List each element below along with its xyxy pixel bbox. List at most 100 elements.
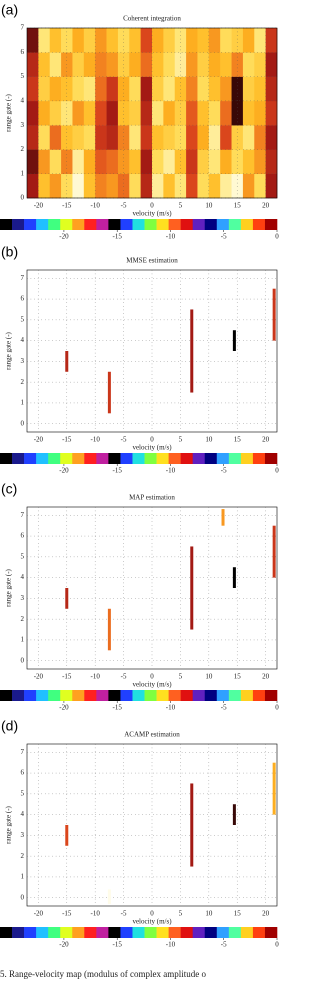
colorbar-stripe xyxy=(240,453,254,464)
x-tick-label: 0 xyxy=(150,673,154,681)
colorbar-stripe xyxy=(192,927,206,938)
colorbar-stripe xyxy=(0,927,13,938)
heatmap-cell xyxy=(129,173,141,199)
x-axis-label: velocity (m/s) xyxy=(132,210,172,218)
x-tick-label: 0 xyxy=(150,202,154,210)
heatmap-cell xyxy=(129,52,141,77)
colorbar-stripe xyxy=(180,927,193,938)
range-segment xyxy=(65,351,69,372)
x-tick-label: 15 xyxy=(234,436,242,444)
heatmap-cell xyxy=(117,28,130,53)
heatmap-cell xyxy=(49,28,62,53)
heatmap-cell xyxy=(208,100,221,126)
colorbar-tick-label: -10 xyxy=(166,233,176,241)
colorbar-stripe xyxy=(72,690,85,701)
heatmap-cell xyxy=(208,76,221,102)
heatmap-cell xyxy=(27,28,39,53)
heatmap-cell xyxy=(72,149,85,175)
heatmap-cell xyxy=(197,100,210,126)
heatmap-cell xyxy=(231,28,244,53)
y-tick-label: 3 xyxy=(21,121,25,129)
heatmap-cell xyxy=(197,52,210,77)
colorbar-stripe xyxy=(156,927,169,938)
y-tick-label: 0 xyxy=(21,419,25,427)
colorbar-stripe xyxy=(180,219,193,230)
heatmap-cell xyxy=(140,125,153,150)
colorbar-stripe xyxy=(204,219,218,230)
x-tick-label: -15 xyxy=(62,673,72,681)
heatmap-cell xyxy=(208,125,221,150)
colorbar-stripe xyxy=(192,453,206,464)
heatmap-cell xyxy=(106,52,119,77)
range-segment xyxy=(107,371,111,414)
heatmap-cell xyxy=(27,173,39,199)
heatmap-cell xyxy=(231,173,244,199)
y-tick-label: 4 xyxy=(21,96,25,104)
y-tick-label: 6 xyxy=(21,48,25,56)
colorbar-stripe xyxy=(84,453,97,464)
heatmap-cell xyxy=(254,76,266,102)
colorbar-stripe xyxy=(204,927,218,938)
colorbar-stripe xyxy=(96,927,109,938)
colorbar-tick-label: -15 xyxy=(113,467,123,475)
heatmap-cell xyxy=(208,52,221,77)
colorbar-stripe xyxy=(252,219,266,230)
colorbar-stripe xyxy=(24,927,37,938)
colorbar-tick-label: -5 xyxy=(221,941,227,949)
heatmap-cell xyxy=(254,173,266,199)
heatmap-cell xyxy=(152,76,164,102)
colorbar-tick-label: -20 xyxy=(59,704,69,712)
x-tick-label: 20 xyxy=(262,910,270,918)
x-tick-label: 5 xyxy=(179,202,183,210)
colorbar-stripe xyxy=(132,219,145,230)
colorbar-stripe xyxy=(108,219,121,230)
heatmap-cell xyxy=(61,28,73,53)
colorbar-stripe xyxy=(60,219,73,230)
panel-title: MMSE estimation xyxy=(126,257,178,265)
heatmap-cell xyxy=(220,52,232,77)
colorbar-stripe xyxy=(228,927,242,938)
heatmap-cell xyxy=(197,173,210,199)
colorbar-stripe xyxy=(60,690,73,701)
heatmap-cell xyxy=(106,125,119,150)
colorbar-stripe xyxy=(144,219,157,230)
heatmap-cell xyxy=(49,76,62,102)
x-tick-label: -15 xyxy=(62,910,72,918)
heatmap-cell xyxy=(140,76,153,102)
colorbar-stripe xyxy=(60,927,73,938)
colorbar-stripe xyxy=(120,690,133,701)
range-segment xyxy=(232,804,236,825)
y-tick-label: 5 xyxy=(21,552,25,560)
heatmap-cell xyxy=(231,125,244,150)
heatmap-cell xyxy=(38,76,51,102)
colorbar-stripe xyxy=(132,690,145,701)
y-tick-label: 4 xyxy=(21,810,25,818)
colorbar-stripe xyxy=(0,690,13,701)
heatmap-cell xyxy=(174,76,187,102)
colorbar-stripe xyxy=(132,927,145,938)
heatmap-cell xyxy=(220,149,232,175)
heatmap-cell xyxy=(95,52,107,77)
heatmap-cell xyxy=(220,100,232,126)
colorbar-stripe xyxy=(228,690,242,701)
y-tick-label: 3 xyxy=(21,594,25,602)
y-tick-label: 0 xyxy=(21,656,25,664)
colorbar-stripe xyxy=(216,219,230,230)
y-tick-label: 5 xyxy=(21,315,25,323)
colorbar-stripe xyxy=(72,219,85,230)
heatmap-cell xyxy=(140,52,153,77)
heatmap-cell xyxy=(265,100,278,126)
heatmap-cell xyxy=(49,100,62,126)
heatmap-cell xyxy=(95,76,107,102)
colorbar-stripe xyxy=(48,219,61,230)
colorbar-stripe xyxy=(24,453,37,464)
heatmap-cell xyxy=(106,173,119,199)
heatmap-cell xyxy=(129,100,141,126)
x-tick-label: 15 xyxy=(234,202,242,210)
heatmap-cell xyxy=(208,149,221,175)
heatmap-cell xyxy=(186,52,198,77)
range-segment xyxy=(65,825,69,846)
colorbar-stripe xyxy=(240,690,254,701)
panel-title: MAP estimation xyxy=(129,494,175,502)
colorbar-stripe xyxy=(0,453,13,464)
